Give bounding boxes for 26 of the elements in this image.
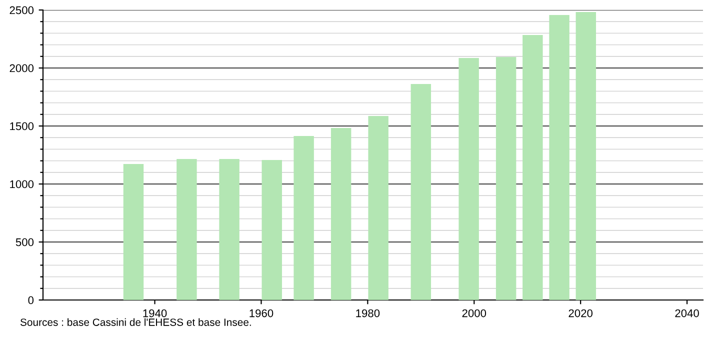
bar xyxy=(368,116,388,300)
x-tick-label: 2000 xyxy=(462,309,486,318)
y-tick-label: 2500 xyxy=(10,6,34,14)
bar xyxy=(496,56,516,300)
source-note: Sources : base Cassini de l'EHESS et base Insee. xyxy=(20,318,251,326)
y-tick-label: 0 xyxy=(28,296,34,304)
bar xyxy=(410,84,432,300)
y-tick-label: 1000 xyxy=(10,180,34,188)
x-tick-label: 1960 xyxy=(250,309,274,318)
bar xyxy=(176,158,197,300)
bar xyxy=(576,12,596,300)
bar xyxy=(458,58,479,300)
bar xyxy=(262,160,282,300)
x-tick-label: 2020 xyxy=(568,309,593,318)
y-tick-label: 500 xyxy=(16,238,34,246)
x-tick-label: 1980 xyxy=(356,309,380,318)
bar xyxy=(330,128,352,300)
bar xyxy=(522,35,543,300)
x-tick-label: 2040 xyxy=(675,309,699,318)
y-tick-label: 2000 xyxy=(10,64,34,72)
bar xyxy=(294,136,314,300)
bar xyxy=(219,158,240,300)
bar xyxy=(123,164,144,300)
x-tick-label: 1940 xyxy=(143,309,167,318)
y-tick-label: 1500 xyxy=(10,122,34,130)
bar xyxy=(549,14,570,300)
